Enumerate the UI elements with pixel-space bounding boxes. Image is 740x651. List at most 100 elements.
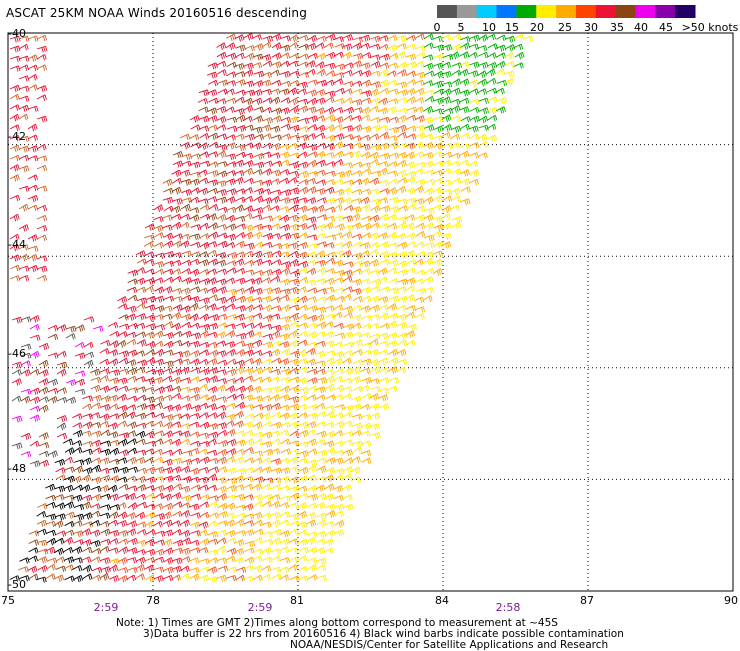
wind-barb xyxy=(323,286,335,293)
wind-barb xyxy=(361,422,372,430)
wind-barb xyxy=(99,484,110,493)
wind-barb xyxy=(127,502,138,511)
wind-barb xyxy=(297,222,308,231)
wind-barb xyxy=(206,303,217,311)
wind-barb xyxy=(324,215,336,223)
wind-barb xyxy=(343,466,354,474)
wind-barb xyxy=(315,502,326,510)
wind-barb xyxy=(108,439,120,447)
wind-barb xyxy=(325,62,336,70)
wind-barb xyxy=(199,349,210,356)
wind-barb xyxy=(243,404,254,411)
wind-barb xyxy=(107,519,118,527)
wind-barb xyxy=(206,449,218,457)
wind-barb xyxy=(280,448,291,455)
wind-barb xyxy=(397,269,409,277)
wind-barb xyxy=(351,278,362,286)
wind-barb xyxy=(135,267,146,274)
wind-barb xyxy=(27,123,38,132)
wind-barb xyxy=(252,287,263,295)
wind-barb xyxy=(243,394,254,402)
wind-barb xyxy=(91,402,102,409)
wind-barb xyxy=(190,124,201,132)
wind-barb xyxy=(352,314,363,322)
wind-barb xyxy=(306,259,317,267)
wind-barb xyxy=(197,287,209,294)
wind-barb xyxy=(270,189,282,196)
lat-label-46: -46 xyxy=(8,347,26,360)
wind-barb xyxy=(342,240,353,249)
wind-barb xyxy=(512,43,524,51)
wind-barb xyxy=(387,161,398,168)
wind-barb xyxy=(73,575,84,583)
wind-barb xyxy=(298,134,310,142)
wind-barb xyxy=(243,513,255,520)
wind-barb xyxy=(397,97,408,104)
wind-barb xyxy=(279,530,290,538)
wind-barb xyxy=(333,259,344,268)
wind-barb xyxy=(441,222,452,231)
wind-barb xyxy=(468,178,479,186)
wind-barb xyxy=(18,253,29,262)
wind-barb xyxy=(342,88,353,95)
wind-barb xyxy=(225,512,236,519)
wind-barb xyxy=(180,565,190,573)
wind-barb xyxy=(234,71,246,78)
wind-barb xyxy=(495,68,506,76)
wind-barb xyxy=(45,494,56,502)
wind-barb xyxy=(486,87,498,95)
wind-barb xyxy=(458,68,469,77)
wind-barb xyxy=(423,161,434,168)
wind-barb xyxy=(117,404,128,413)
wind-barb xyxy=(154,548,165,556)
wind-barb xyxy=(82,403,92,411)
wind-barb xyxy=(99,557,111,565)
wind-barb xyxy=(81,457,92,465)
wind-barb xyxy=(64,521,75,528)
wind-barb xyxy=(306,197,317,205)
wind-barb xyxy=(333,503,345,511)
wind-barb xyxy=(37,548,49,555)
wind-barb xyxy=(207,438,217,446)
wind-barb xyxy=(450,195,462,203)
wind-barb xyxy=(225,233,237,241)
wind-barb xyxy=(397,205,408,212)
wind-barb xyxy=(352,69,363,77)
wind-barb xyxy=(288,502,300,509)
wind-barb xyxy=(145,349,156,356)
wind-barb xyxy=(207,531,219,539)
wind-barb xyxy=(198,521,209,529)
wind-barb xyxy=(288,476,299,484)
wind-barb xyxy=(216,456,227,465)
wind-barb xyxy=(379,116,390,124)
wind-barb xyxy=(127,466,139,473)
wind-barb xyxy=(225,413,236,421)
wind-barb xyxy=(352,349,363,356)
wind-barb xyxy=(47,396,58,404)
wind-barb xyxy=(153,204,164,213)
wind-barb xyxy=(253,152,265,160)
wind-barb xyxy=(27,204,39,212)
wind-barb xyxy=(189,350,201,358)
wind-barb xyxy=(288,313,299,321)
wind-barb xyxy=(279,143,290,151)
wind-barb xyxy=(225,555,236,563)
wind-barb xyxy=(460,198,471,206)
wind-barb xyxy=(225,402,237,410)
wind-barb xyxy=(459,106,470,114)
wind-barb xyxy=(307,412,319,420)
wind-barb xyxy=(100,528,111,537)
wind-barb xyxy=(325,357,335,365)
wind-barb xyxy=(179,367,190,375)
wind-barb xyxy=(316,465,327,474)
wind-barb xyxy=(83,351,95,359)
wind-barb xyxy=(289,520,300,527)
wind-barb xyxy=(341,197,353,205)
wind-barb xyxy=(314,107,326,115)
wind-barb xyxy=(252,564,263,573)
wind-barb xyxy=(298,161,309,169)
wind-barb xyxy=(253,80,264,88)
wind-barb xyxy=(271,259,282,266)
wind-barb xyxy=(278,566,290,573)
